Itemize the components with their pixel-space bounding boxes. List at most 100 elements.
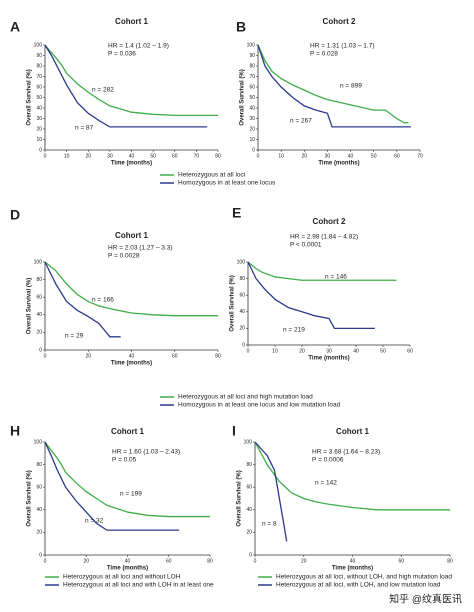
y-tick-label: 70: [36, 74, 42, 80]
legend-label: Homozygous in at least one locus: [178, 180, 276, 187]
x-tick-label: 80: [207, 558, 213, 564]
x-axis-label: Time (months): [111, 161, 152, 167]
y-tick-label: 80: [246, 462, 252, 468]
series-label: n = 87: [75, 125, 94, 132]
y-tick-label: 60: [36, 485, 42, 491]
y-tick-label: 80: [36, 63, 42, 69]
y-axis-label: Overall Survival (%): [240, 69, 246, 125]
y-tick-label: 40: [239, 309, 245, 315]
panel-letter: A: [10, 19, 20, 35]
y-tick-label: 100: [247, 42, 256, 48]
x-tick-label: 0: [44, 353, 47, 359]
panel-letter: D: [10, 207, 20, 223]
y-tick-label: 40: [36, 105, 42, 111]
x-tick-label: 40: [129, 153, 135, 159]
panel-letter: H: [10, 423, 20, 439]
x-tick-label: 20: [301, 558, 307, 564]
y-tick-label: 20: [36, 330, 42, 336]
survival-curve: [44, 441, 180, 531]
series-label: n = 899: [340, 83, 362, 90]
x-tick-label: 50: [150, 153, 156, 159]
annotation: HR = 2.98 (1.84 – 4.82): [290, 234, 358, 241]
annotation: P = 0.05: [112, 457, 137, 464]
x-tick-label: 0: [257, 153, 260, 159]
legend-label: Homozygous in at least one locus and low…: [178, 402, 341, 409]
series-label: n = 199: [120, 491, 142, 498]
series-label: n = 219: [283, 327, 305, 334]
x-tick-label: 70: [194, 153, 200, 159]
y-axis-label: Overall Survival (%): [27, 69, 33, 125]
annotation: HR = 2.03 (1.27 – 3.3): [108, 245, 173, 252]
annotation: HR = 1.4 (1.02 – 1.9): [108, 43, 169, 50]
x-tick-label: 40: [348, 153, 354, 159]
x-axis-label: Time (months): [318, 161, 359, 167]
legend-label: Heterozygous at all loci, without LOH, a…: [276, 574, 452, 581]
y-tick-label: 20: [246, 530, 252, 536]
survival-curve: [44, 441, 210, 518]
y-tick-label: 30: [249, 116, 255, 122]
y-tick-label: 100: [34, 439, 43, 445]
annotation: HR = 1.31 (1.03 – 1.7): [310, 43, 375, 50]
y-tick-label: 40: [246, 507, 252, 513]
x-axis-label: Time (months): [308, 356, 349, 362]
legend-label: Heterozygous at all loci and without LOH: [63, 574, 181, 581]
y-tick-label: 0: [249, 552, 252, 558]
survival-curve: [44, 261, 218, 317]
panel-letter: I: [232, 423, 236, 439]
panel-title: Cohort 2: [323, 17, 356, 26]
x-tick-label: 20: [85, 153, 91, 159]
y-tick-label: 80: [36, 277, 42, 283]
panel-title: Cohort 1: [111, 427, 144, 436]
annotation: HR = 1.60 (1.03 – 2.43): [112, 449, 180, 456]
series-label: n = 166: [92, 297, 114, 304]
y-tick-label: 20: [249, 126, 255, 132]
x-tick-label: 0: [247, 348, 250, 354]
legend-label: Heterozygous at all loci, with LOH, and …: [276, 582, 441, 589]
annotation: P = 0.028: [310, 51, 338, 58]
y-tick-label: 0: [39, 347, 42, 353]
y-tick-label: 50: [249, 95, 255, 101]
y-axis-label: Overall Survival (%): [237, 470, 243, 526]
x-tick-label: 40: [350, 558, 356, 564]
annotation: P = 0.0006: [312, 457, 344, 464]
annotation: P < 0.0001: [290, 242, 322, 249]
series-label: n = 8: [262, 521, 277, 528]
x-tick-label: 80: [215, 353, 221, 359]
y-tick-label: 60: [36, 84, 42, 90]
x-tick-label: 20: [299, 348, 305, 354]
series-label: n = 32: [85, 518, 104, 525]
y-tick-label: 60: [249, 84, 255, 90]
y-tick-label: 100: [34, 42, 43, 48]
series-label: n = 29: [65, 333, 84, 340]
x-axis-label: Time (months): [332, 566, 373, 572]
panel-title: Cohort 1: [336, 427, 369, 436]
legend-label: Heterozygous at all loci: [178, 172, 245, 179]
panel-letter: E: [232, 205, 241, 221]
y-tick-label: 80: [239, 276, 245, 282]
x-tick-label: 10: [272, 348, 278, 354]
y-tick-label: 60: [246, 485, 252, 491]
y-tick-label: 30: [36, 116, 42, 122]
x-tick-label: 50: [380, 348, 386, 354]
survival-curve: [254, 441, 450, 511]
x-tick-label: 50: [371, 153, 377, 159]
y-tick-label: 100: [244, 439, 253, 445]
legend-label: Heterozygous at all loci and high mutati…: [178, 394, 313, 401]
y-tick-label: 40: [36, 312, 42, 318]
x-tick-label: 40: [129, 353, 135, 359]
panel-title: Cohort 1: [115, 17, 148, 26]
x-tick-label: 30: [107, 153, 113, 159]
x-tick-label: 60: [172, 153, 178, 159]
series-label: n = 146: [325, 274, 347, 281]
y-tick-label: 0: [242, 342, 245, 348]
y-axis-label: Overall Survival (%): [27, 278, 33, 334]
x-tick-label: 10: [64, 153, 70, 159]
panel-title: Cohort 2: [313, 217, 346, 226]
survival-curve: [44, 44, 218, 116]
series-label: n = 282: [92, 87, 114, 94]
watermark: 知乎 @纹真医讯: [389, 593, 462, 606]
x-tick-label: 40: [353, 348, 359, 354]
survival-curve: [247, 261, 397, 281]
y-tick-label: 10: [36, 137, 42, 143]
